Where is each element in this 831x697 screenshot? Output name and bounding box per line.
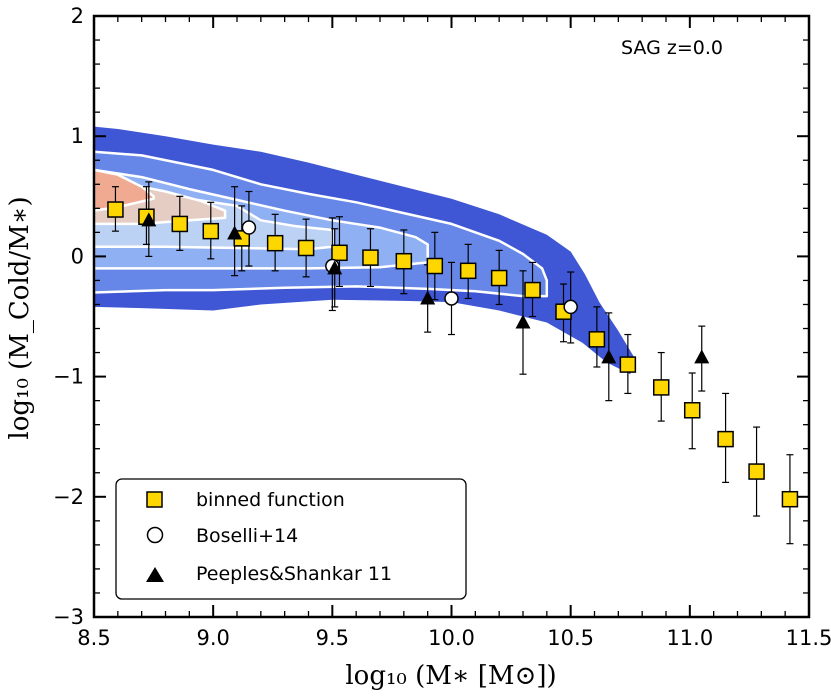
binned-function-point: [297, 239, 315, 257]
legend-square-marker: [146, 491, 163, 508]
boselli-point: [444, 291, 459, 306]
x-tick-label: 11.0: [666, 626, 713, 650]
binned-function-point: [107, 201, 124, 218]
x-tick-label: 9.5: [316, 626, 349, 650]
binned-function-point: [524, 281, 541, 299]
tick-labels: 8.5 9.0 9.5 10.0 10.5 11.0 11.5 −3 −2 −1 0 1 2: [53, 4, 831, 650]
legend-label-binned: binned function: [196, 489, 345, 511]
peeples-shankar-point: [694, 349, 710, 364]
binned-function-point: [202, 222, 220, 240]
binned-function-point: [748, 463, 765, 480]
y-tick-label: 2: [71, 4, 84, 28]
peeples-shankar-point: [141, 212, 157, 227]
binned-function-point: [331, 244, 348, 262]
contour-band-6: [94, 168, 155, 212]
peeples-shankar-point: [515, 314, 531, 329]
binned-function-point: [683, 402, 701, 419]
x-tick-label: 10.5: [547, 626, 594, 650]
x-tick-label: 11.5: [786, 626, 831, 650]
binned-function-point: [426, 257, 444, 275]
y-tick-label: −1: [53, 365, 84, 389]
legend-box: [115, 478, 467, 600]
legend: binned function Boselli+14 Peeples&Shank…: [115, 478, 467, 600]
boselli-point: [563, 299, 578, 315]
binned-function-point: [459, 262, 477, 280]
peeples-shankar-point: [227, 225, 243, 240]
binned-function-point: [362, 249, 379, 266]
legend-label-boselli: Boselli+14: [196, 525, 298, 547]
y-tick-label: −3: [53, 605, 84, 629]
binned-function-point: [781, 490, 799, 508]
x-tick-label: 10.0: [428, 626, 475, 650]
binned-function-point: [717, 430, 734, 448]
binned-function-point: [619, 356, 637, 373]
axis-ticks: [93, 15, 810, 618]
x-tick-label: 9.0: [196, 626, 229, 650]
binned-function-point: [266, 234, 284, 252]
x-axis-label: log₁₀ (M∗ [M⊙]): [345, 661, 556, 691]
x-tick-label: 8.5: [77, 626, 110, 650]
legend-circle-marker: [146, 526, 164, 544]
binned-function-point: [171, 215, 189, 233]
boselli-point: [241, 220, 257, 235]
legend-triangle-marker: [146, 567, 164, 582]
peeples-shankar-point: [327, 260, 343, 275]
y-tick-label: 1: [71, 124, 84, 148]
peeples-shankar-point: [420, 290, 436, 305]
y-tick-label: 0: [71, 244, 84, 268]
binned-function-point: [395, 252, 413, 270]
binned-function-point: [588, 331, 606, 348]
y-axis-label: log₁₀ (M_Cold/M∗): [5, 196, 35, 439]
binned-function-point: [490, 269, 508, 287]
legend-label-peeples: Peeples&Shankar 11: [196, 563, 392, 585]
peeples-shankar-point: [601, 349, 617, 364]
data-markers: [107, 201, 799, 508]
redshift-annotation: SAG z=0.0: [621, 37, 723, 59]
binned-function-point: [652, 379, 670, 396]
y-tick-label: −2: [53, 485, 84, 509]
